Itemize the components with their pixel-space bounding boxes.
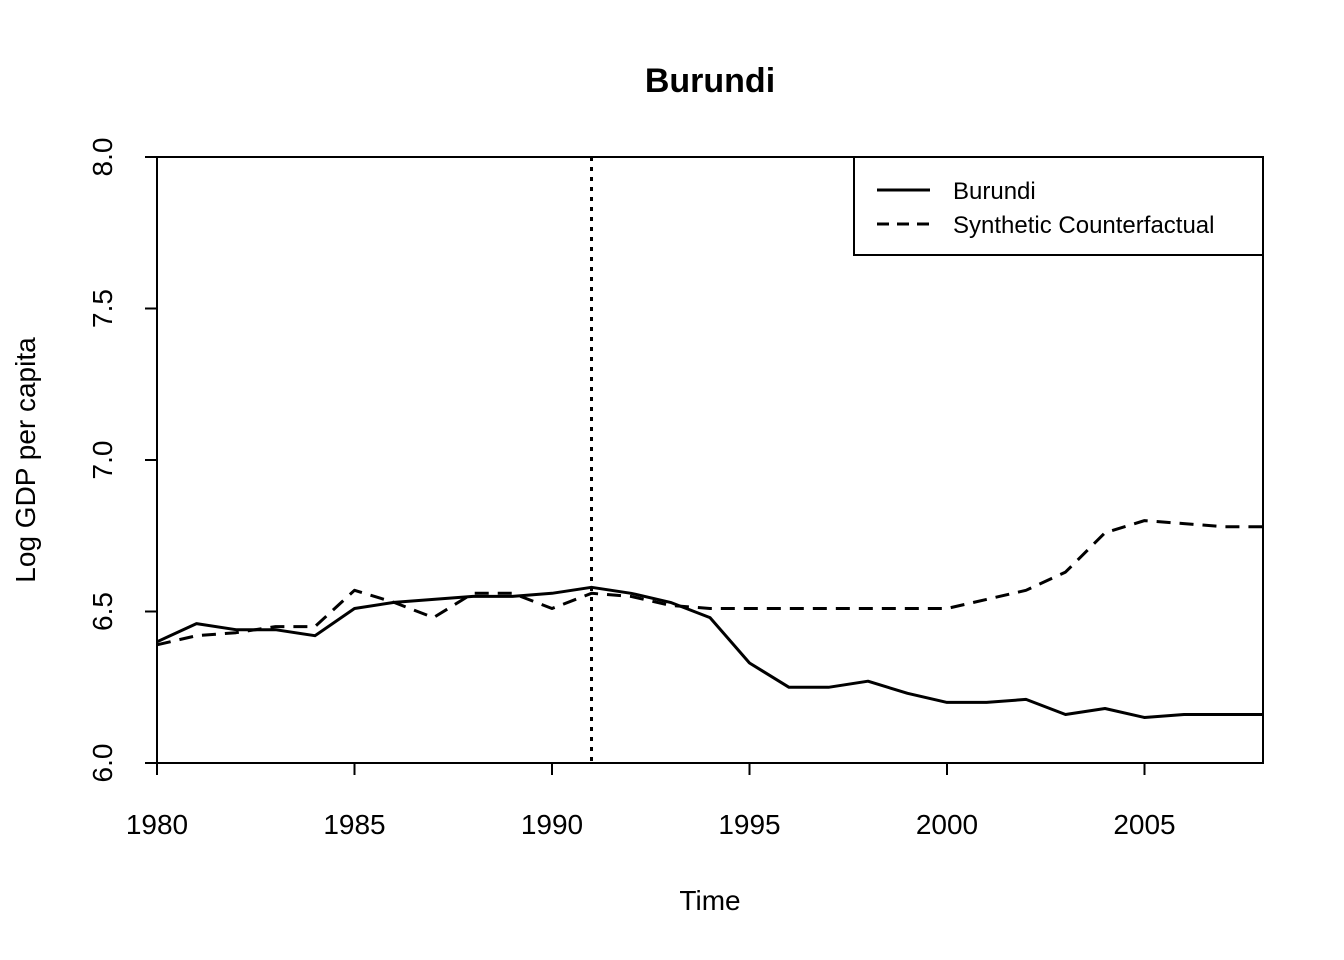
legend-label-burundi: Burundi <box>953 178 1036 205</box>
x-tick-label: 1990 <box>521 809 583 840</box>
y-axis: 6.0 6.5 7.0 7.5 8.0 <box>87 138 157 783</box>
x-axis-label: Time <box>679 885 740 916</box>
y-tick-label: 8.0 <box>87 138 118 177</box>
y-tick-label: 7.5 <box>87 289 118 328</box>
y-tick-label: 6.5 <box>87 592 118 631</box>
series-line-synthetic-counterfactual <box>156 519 1263 647</box>
x-tick-label: 1980 <box>126 809 188 840</box>
x-axis: 1980 1985 1990 1995 2000 2005 <box>126 763 1176 840</box>
y-tick-label: 6.0 <box>87 744 118 783</box>
x-tick-label: 2005 <box>1113 809 1175 840</box>
series-line-burundi <box>156 585 1263 719</box>
y-tick-label: 7.0 <box>87 441 118 480</box>
x-tick-label: 1995 <box>718 809 780 840</box>
x-tick-label: 1985 <box>323 809 385 840</box>
y-axis-label: Log GDP per capita <box>10 337 41 583</box>
legend-box <box>853 156 1264 256</box>
legend-label-synthetic: Synthetic Counterfactual <box>953 212 1214 239</box>
series-layer <box>156 519 1263 719</box>
chart-title: Burundi <box>645 62 775 100</box>
x-tick-label: 2000 <box>916 809 978 840</box>
legend: Burundi Synthetic Counterfactual <box>853 156 1264 256</box>
